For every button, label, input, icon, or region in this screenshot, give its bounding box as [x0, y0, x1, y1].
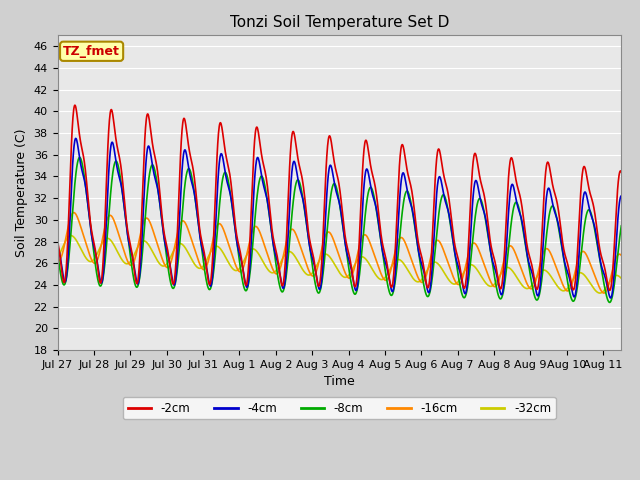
-4cm: [375, 221, 383, 227]
Line: -4cm: -4cm: [58, 138, 621, 298]
-4cm: [72, 135, 80, 141]
-16cm: [54, 258, 61, 264]
-4cm: [607, 295, 614, 301]
-2cm: [375, 212, 383, 217]
-2cm: [54, 238, 61, 244]
Line: -16cm: -16cm: [58, 213, 621, 293]
-8cm: [305, 238, 312, 243]
-4cm: [54, 242, 61, 248]
Title: Tonzi Soil Temperature Set D: Tonzi Soil Temperature Set D: [230, 15, 449, 30]
-8cm: [293, 178, 301, 183]
-2cm: [618, 169, 625, 175]
-8cm: [120, 206, 128, 212]
-32cm: [375, 276, 383, 281]
-4cm: [315, 286, 323, 291]
Line: -32cm: -32cm: [58, 236, 621, 293]
-32cm: [98, 241, 106, 247]
-4cm: [98, 280, 106, 286]
-2cm: [98, 277, 106, 283]
-32cm: [67, 233, 75, 239]
-4cm: [293, 171, 301, 177]
-32cm: [54, 254, 61, 260]
Y-axis label: Soil Temperature (C): Soil Temperature (C): [15, 129, 28, 257]
-16cm: [70, 210, 77, 216]
-4cm: [618, 193, 625, 199]
-8cm: [606, 300, 614, 305]
-8cm: [375, 223, 383, 228]
-2cm: [293, 150, 301, 156]
-4cm: [305, 238, 312, 244]
-16cm: [600, 290, 608, 296]
-4cm: [120, 206, 128, 212]
-8cm: [618, 223, 625, 228]
-8cm: [315, 290, 323, 296]
-16cm: [618, 252, 625, 258]
-32cm: [293, 257, 301, 263]
-2cm: [315, 283, 323, 289]
X-axis label: Time: Time: [324, 375, 355, 388]
-16cm: [305, 267, 312, 273]
-32cm: [596, 290, 604, 296]
-32cm: [315, 258, 323, 264]
Legend: -2cm, -4cm, -8cm, -16cm, -32cm: -2cm, -4cm, -8cm, -16cm, -32cm: [123, 397, 556, 420]
-16cm: [315, 259, 323, 265]
Line: -8cm: -8cm: [58, 157, 621, 302]
-2cm: [606, 288, 614, 293]
-8cm: [54, 249, 61, 255]
Line: -2cm: -2cm: [58, 105, 621, 290]
-8cm: [76, 155, 84, 160]
-16cm: [293, 234, 301, 240]
-8cm: [98, 282, 106, 288]
-32cm: [618, 276, 625, 281]
-2cm: [305, 231, 312, 237]
-2cm: [71, 102, 79, 108]
-2cm: [120, 199, 128, 204]
-32cm: [120, 260, 128, 265]
-32cm: [305, 272, 312, 278]
-16cm: [375, 265, 383, 271]
-16cm: [98, 241, 106, 247]
Text: TZ_fmet: TZ_fmet: [63, 45, 120, 58]
-16cm: [120, 250, 128, 255]
